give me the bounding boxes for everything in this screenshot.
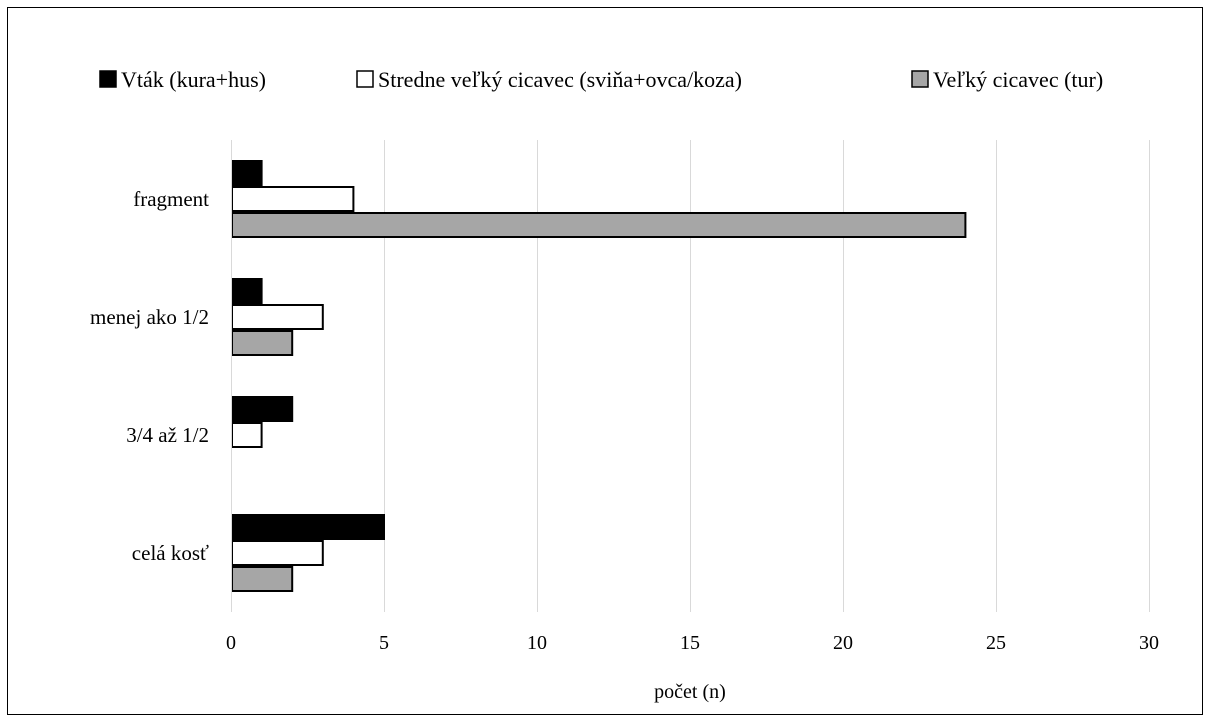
category-labels: fragment menej ako 1/2 3/4 až 1/2 celá kosť [90, 187, 209, 565]
chart-frame [7, 7, 1203, 715]
legend: Vták (kura+hus) Stredne veľký cicavec (sv… [99, 67, 1103, 92]
legend-label-2: Stredne veľký cicavec (sviňa+ovca/koza) [378, 67, 742, 92]
bar-series3-cat2 [231, 330, 294, 356]
x-tick-label-30: 30 [1139, 632, 1159, 654]
legend-swatch-2 [356, 70, 374, 88]
bar-series2-cat3 [231, 422, 263, 448]
x-tick-labels: 0 5 10 15 20 25 30 [226, 632, 1159, 654]
gridlines [384, 140, 1150, 612]
bar-series2-cat4 [231, 540, 324, 566]
x-tick-label-15: 15 [680, 632, 700, 654]
x-tick-label-20: 20 [833, 632, 853, 654]
category-label-2: menej ako 1/2 [90, 305, 209, 329]
category-label-1: fragment [133, 187, 209, 211]
legend-swatch-3 [911, 70, 929, 88]
legend-label-1: Vták (kura+hus) [121, 67, 266, 92]
legend-swatch-1 [99, 70, 117, 88]
x-tick-label-0: 0 [226, 632, 236, 654]
legend-label-3: Veľký cicavec (tur) [933, 67, 1103, 92]
bar-series3-cat4 [231, 566, 294, 592]
bars [231, 160, 967, 592]
x-tick-label-25: 25 [986, 632, 1006, 654]
bar-series1-cat3 [231, 396, 294, 422]
x-tick-label-5: 5 [379, 632, 389, 654]
bar-series2-cat1 [231, 186, 355, 212]
x-tick-label-10: 10 [527, 632, 547, 654]
bar-series2-cat2 [231, 304, 324, 330]
x-axis-title: počet (n) [654, 681, 726, 703]
bar-series1-cat2 [231, 278, 263, 304]
category-label-4: celá kosť [132, 541, 209, 565]
bar-series1-cat4 [231, 514, 385, 540]
category-label-3: 3/4 až 1/2 [126, 423, 209, 447]
bar-series3-cat1 [231, 212, 967, 238]
bar-series1-cat1 [231, 160, 263, 186]
